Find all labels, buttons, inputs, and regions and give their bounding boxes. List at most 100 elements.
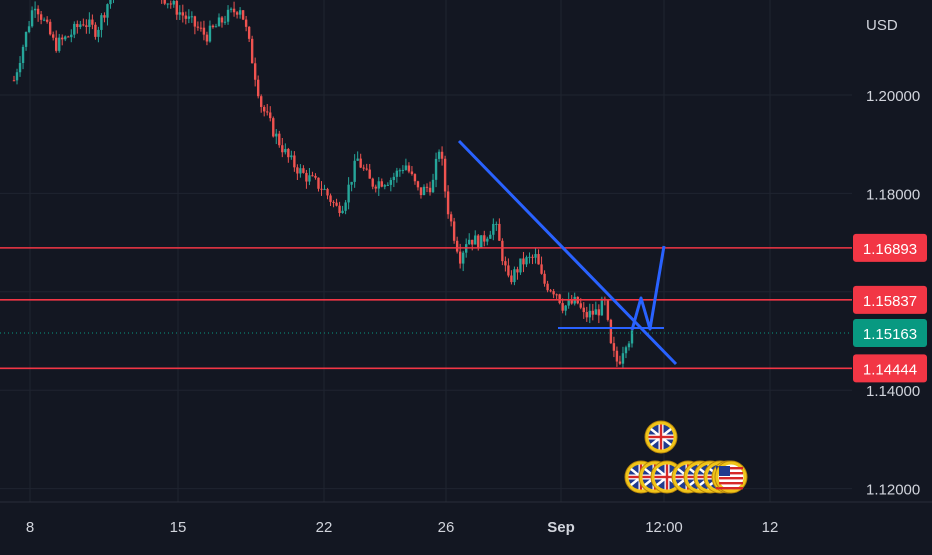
candle-body	[624, 347, 628, 354]
candle-body	[163, 0, 166, 4]
candle-body	[73, 23, 76, 35]
candle-body	[455, 240, 459, 252]
candle-body	[290, 155, 293, 158]
x-tick-label: 22	[316, 519, 333, 536]
candle-body	[480, 235, 483, 249]
candle-body	[64, 36, 67, 40]
candle-body	[416, 181, 420, 188]
candle-body	[91, 19, 94, 25]
candle-body	[443, 158, 447, 192]
candle-body	[477, 235, 480, 249]
candle-body	[88, 19, 91, 28]
downtrend-line[interactable]	[457, 139, 678, 366]
candle-body	[365, 168, 368, 170]
candle-body	[356, 158, 359, 161]
x-tick-label: 26	[438, 519, 455, 536]
x-tick-label: 15	[170, 519, 187, 536]
candle-body	[235, 12, 239, 15]
price-badge-label: 1.15837	[863, 293, 917, 310]
candle-body	[181, 12, 185, 16]
candle-body	[103, 15, 106, 18]
uk-flag-event-icon[interactable]	[644, 420, 678, 454]
candle-body	[256, 79, 260, 97]
candle-body	[100, 15, 103, 30]
candle-body	[380, 181, 383, 187]
candle-body	[247, 26, 251, 39]
candle-body	[618, 361, 622, 364]
candle-body	[229, 8, 233, 10]
candle-body	[615, 350, 619, 362]
candle-body	[422, 186, 426, 196]
candle-body	[362, 167, 365, 169]
candle-body	[21, 46, 25, 64]
candle-body	[241, 10, 245, 20]
candle-body	[392, 176, 396, 181]
candle-body	[516, 269, 519, 273]
candle-body	[474, 235, 477, 245]
candle-body	[630, 330, 634, 344]
candle-body	[169, 3, 172, 5]
candle-body	[196, 26, 200, 28]
candle-body	[374, 186, 377, 189]
candle-body	[211, 25, 215, 28]
candle-body	[61, 37, 64, 40]
candle-body	[76, 23, 79, 28]
candle-body	[591, 310, 595, 315]
candle-body	[260, 96, 263, 107]
candle-body	[55, 37, 58, 51]
candle-body	[202, 27, 206, 35]
candle-body	[401, 169, 405, 171]
candle-body	[272, 118, 275, 137]
candle-body	[452, 221, 456, 241]
candle-body	[48, 21, 52, 35]
x-tick-label: 12:00	[645, 519, 683, 536]
candle-body	[24, 31, 28, 47]
price-badge-label: 1.16893	[863, 241, 917, 258]
candle-body	[389, 180, 393, 185]
events-layer[interactable]	[624, 420, 748, 494]
candle-body	[419, 187, 423, 196]
candle-body	[175, 0, 178, 15]
candle-body	[564, 305, 567, 311]
candle-body	[338, 205, 341, 214]
candle-body	[371, 178, 374, 187]
candle-body	[449, 214, 453, 222]
projection-path[interactable]	[630, 245, 666, 331]
candle-body	[594, 309, 598, 315]
candle-body	[531, 256, 534, 258]
candle-body	[570, 299, 573, 304]
price-badge	[853, 354, 927, 383]
drawings-layer[interactable]	[0, 139, 852, 370]
candle-body	[413, 174, 417, 182]
candle-body	[386, 184, 390, 186]
candle-body	[537, 254, 540, 265]
candle-body	[317, 177, 320, 189]
us-flag-event-icon[interactable]	[714, 460, 748, 494]
candle-body	[18, 63, 22, 73]
candle-body	[42, 19, 46, 21]
candle-body	[561, 303, 564, 311]
candle-body	[350, 181, 353, 185]
candle-body	[468, 239, 471, 245]
candle-body	[471, 239, 474, 245]
candle-body	[166, 3, 169, 5]
candle-body	[281, 145, 284, 153]
candle-body	[525, 257, 528, 265]
candle-body	[359, 158, 362, 168]
candle-body	[36, 8, 40, 15]
candle-body	[27, 26, 31, 32]
candle-body	[431, 179, 435, 193]
candle-body	[621, 353, 625, 364]
price-badge	[853, 233, 927, 262]
candle-body	[534, 254, 537, 258]
candle-body	[434, 158, 438, 180]
y-tick-label: 1.18000	[866, 186, 920, 203]
candle-body	[305, 172, 308, 182]
y-tick-label: 1.14000	[866, 383, 920, 400]
x-tick-label: 12	[762, 519, 779, 536]
candle-body	[308, 175, 311, 182]
grid-layer	[0, 0, 852, 502]
candle-body	[94, 24, 97, 37]
